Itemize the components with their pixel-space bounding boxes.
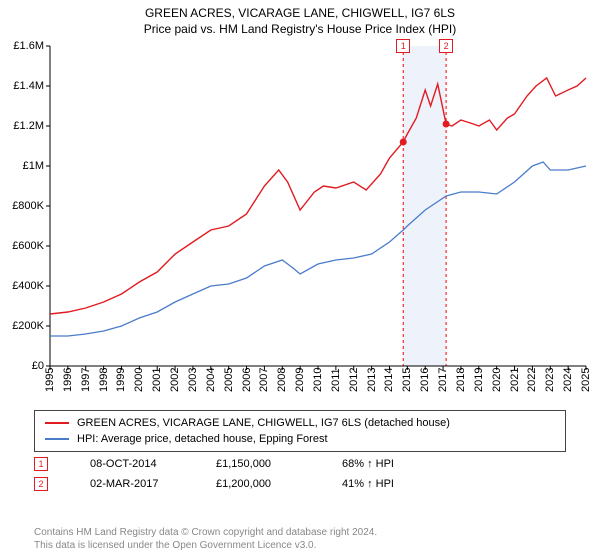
x-tick-label: 2017 bbox=[437, 368, 449, 392]
y-tick-label: £1.4M bbox=[13, 80, 44, 92]
x-tick-label: 2002 bbox=[169, 368, 181, 392]
sale-badge: 2 bbox=[34, 477, 48, 491]
sale-pct-vs-hpi: £1,200,000 bbox=[216, 478, 316, 490]
x-tick-label: 2008 bbox=[276, 368, 288, 392]
x-tick-label: 2023 bbox=[544, 368, 556, 392]
x-tick-label: 2004 bbox=[205, 368, 217, 392]
y-tick-label: £1M bbox=[23, 160, 44, 172]
legend-label: GREEN ACRES, VICARAGE LANE, CHIGWELL, IG… bbox=[77, 417, 450, 429]
x-tick-label: 2007 bbox=[258, 368, 270, 392]
x-tick-label: 2011 bbox=[330, 368, 342, 392]
sale-marker: 2 bbox=[439, 39, 453, 53]
y-tick-label: £400K bbox=[12, 280, 44, 292]
legend-swatch bbox=[45, 438, 69, 440]
sale-pct-vs-hpi: £1,150,000 bbox=[216, 458, 316, 470]
x-tick-label: 2003 bbox=[187, 368, 199, 392]
y-tick-label: £200K bbox=[12, 320, 44, 332]
sale-marker: 1 bbox=[396, 39, 410, 53]
x-tick-label: 1999 bbox=[115, 368, 127, 392]
x-tick-label: 2014 bbox=[383, 368, 395, 392]
x-tick-label: 1996 bbox=[62, 368, 74, 392]
x-tick-label: 2025 bbox=[580, 368, 592, 392]
x-tick-label: 2022 bbox=[526, 368, 538, 392]
sales-table: 108-OCT-2014£1,150,00068% ↑ HPI202-MAR-2… bbox=[34, 454, 566, 494]
legend-item: GREEN ACRES, VICARAGE LANE, CHIGWELL, IG… bbox=[45, 415, 555, 431]
plot-area: 12 bbox=[50, 46, 586, 366]
y-tick-label: £0 bbox=[32, 360, 44, 372]
x-tick-label: 2016 bbox=[419, 368, 431, 392]
y-tick-label: £800K bbox=[12, 200, 44, 212]
footer-line-2: This data is licensed under the Open Gov… bbox=[34, 539, 377, 552]
x-axis-labels: 1995199619971998199920002001200220032004… bbox=[50, 366, 586, 406]
x-tick-label: 1995 bbox=[44, 368, 56, 392]
x-tick-label: 2012 bbox=[348, 368, 360, 392]
sale-row: 108-OCT-2014£1,150,00068% ↑ HPI bbox=[34, 454, 566, 474]
chart-svg bbox=[50, 46, 586, 366]
legend-box: GREEN ACRES, VICARAGE LANE, CHIGWELL, IG… bbox=[34, 410, 566, 452]
sale-date: 02-MAR-2017 bbox=[90, 478, 190, 490]
x-tick-label: 2018 bbox=[455, 368, 467, 392]
x-tick-label: 2019 bbox=[473, 368, 485, 392]
legend-label: HPI: Average price, detached house, Eppi… bbox=[77, 433, 328, 445]
x-tick-label: 2015 bbox=[401, 368, 413, 392]
sale-date: 08-OCT-2014 bbox=[90, 458, 190, 470]
x-tick-label: 1998 bbox=[98, 368, 110, 392]
y-tick-label: £600K bbox=[12, 240, 44, 252]
x-tick-label: 2024 bbox=[562, 368, 574, 392]
sale-badge: 1 bbox=[34, 457, 48, 471]
x-tick-label: 2006 bbox=[241, 368, 253, 392]
x-tick-label: 2001 bbox=[151, 368, 163, 392]
sale-row: 202-MAR-2017£1,200,00041% ↑ HPI bbox=[34, 474, 566, 494]
chart-subtitle: Price paid vs. HM Land Registry's House … bbox=[0, 22, 600, 36]
y-tick-label: £1.6M bbox=[13, 40, 44, 52]
chart-container: GREEN ACRES, VICARAGE LANE, CHIGWELL, IG… bbox=[0, 0, 600, 560]
x-tick-label: 2010 bbox=[312, 368, 324, 392]
footer-line-1: Contains HM Land Registry data © Crown c… bbox=[34, 526, 377, 539]
footer-attribution: Contains HM Land Registry data © Crown c… bbox=[34, 526, 377, 552]
x-tick-label: 2020 bbox=[491, 368, 503, 392]
x-tick-label: 2013 bbox=[366, 368, 378, 392]
y-axis-labels: £0£200K£400K£600K£800K£1M£1.2M£1.4M£1.6M bbox=[0, 46, 48, 366]
x-tick-label: 2005 bbox=[223, 368, 235, 392]
x-tick-label: 1997 bbox=[80, 368, 92, 392]
x-tick-label: 2009 bbox=[294, 368, 306, 392]
chart-title: GREEN ACRES, VICARAGE LANE, CHIGWELL, IG… bbox=[0, 6, 600, 20]
title-block: GREEN ACRES, VICARAGE LANE, CHIGWELL, IG… bbox=[0, 0, 600, 36]
legend-item: HPI: Average price, detached house, Eppi… bbox=[45, 431, 555, 447]
y-tick-label: £1.2M bbox=[13, 120, 44, 132]
legend-swatch bbox=[45, 422, 69, 424]
x-tick-label: 2000 bbox=[133, 368, 145, 392]
x-tick-label: 2021 bbox=[509, 368, 521, 392]
